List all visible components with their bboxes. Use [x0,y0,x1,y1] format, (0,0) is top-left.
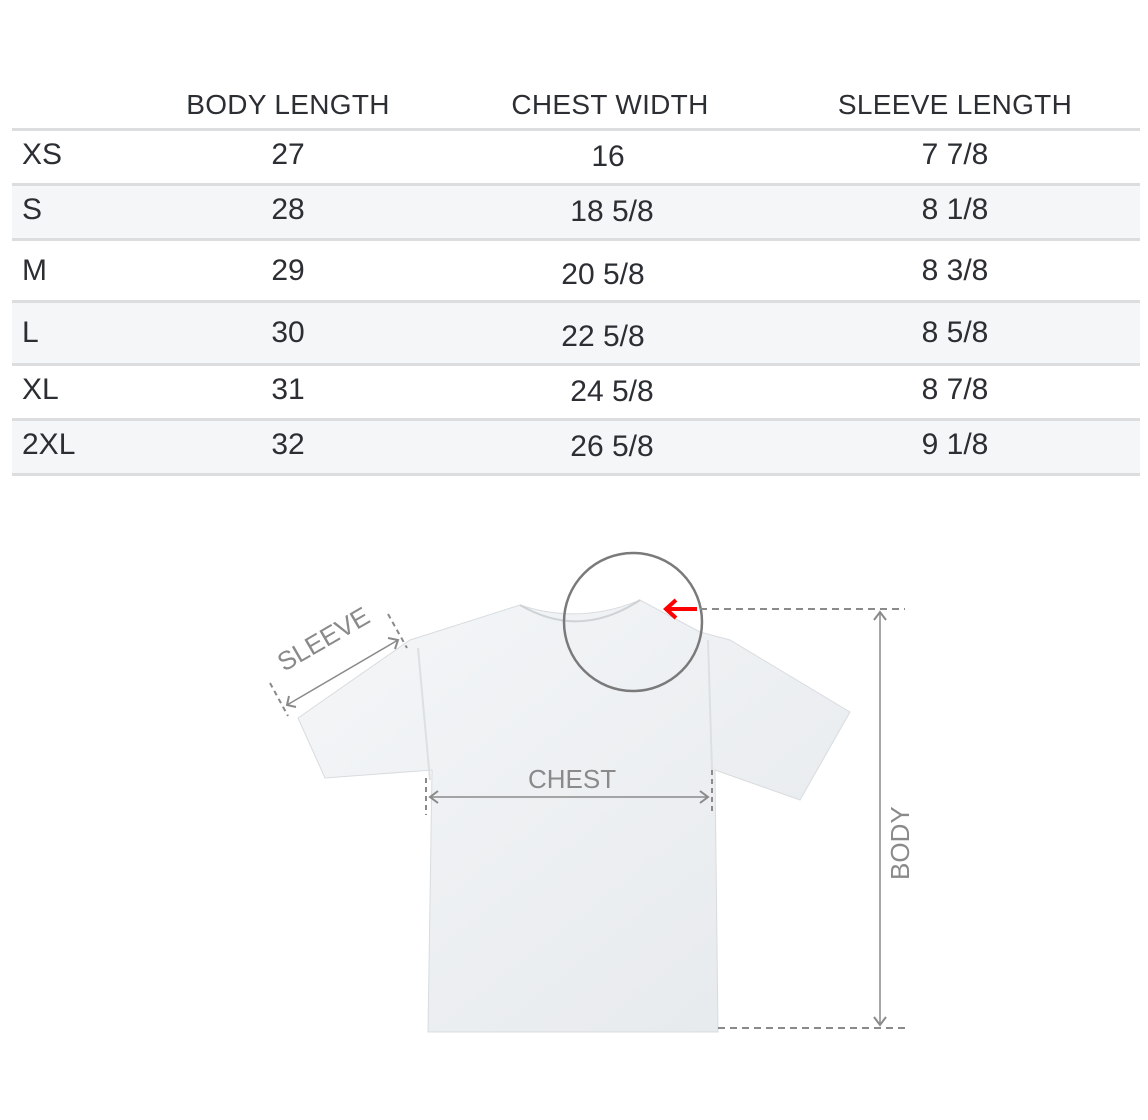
table-row: M 29 20 5/8 8 3/8 [12,241,1140,303]
sleeve-length-cell: 9 1/8 [921,428,989,461]
body-length-cell: 32 [271,428,305,461]
size-cell: 2XL [22,428,76,461]
chest-width-cell: 24 5/8 [570,375,654,408]
chest-width-cell: 16 [591,140,625,173]
header-body-length: BODY LENGTH [186,89,390,120]
body-length-cell: 29 [271,254,305,287]
chest-width-cell: 20 5/8 [561,258,645,291]
size-cell: XL [22,373,59,406]
table-row: XS 27 16 7 7/8 [12,131,1140,186]
size-cell: XS [22,138,63,171]
red-arrow-icon [663,598,697,620]
collar-magnifier-circle [562,551,704,693]
table-row: XL 31 24 5/8 8 7/8 [12,366,1140,421]
tshirt-image [297,599,851,1033]
table-row: 2XL 32 26 5/8 9 1/8 [12,421,1140,476]
body-label: BODY [885,806,915,880]
body-length-cell: 28 [271,193,305,226]
chest-label: CHEST [528,764,616,794]
size-cell: S [22,193,43,226]
sleeve-length-cell: 8 7/8 [921,373,989,406]
body-length-cell: 31 [271,373,305,406]
sleeve-length-cell: 8 5/8 [921,316,989,349]
chest-width-cell: 18 5/8 [570,195,654,228]
sleeve-length-cell: 8 1/8 [921,193,989,226]
chest-width-cell: 26 5/8 [570,430,654,463]
body-length-cell: 30 [271,316,305,349]
sleeve-length-cell: 7 7/8 [921,138,989,171]
table-row: S 28 18 5/8 8 1/8 [12,186,1140,241]
header-chest-width: CHEST WIDTH [511,89,709,120]
sleeve-length-cell: 8 3/8 [921,254,989,287]
table-header: BODY LENGTH CHEST WIDTH SLEEVE LENGTH [12,80,1140,131]
measure-lines [269,608,905,1029]
body-length-cell: 27 [271,138,305,171]
size-cell: L [22,316,39,349]
table-row: L 30 22 5/8 8 5/8 [12,303,1140,366]
size-chart-table: BODY LENGTH CHEST WIDTH SLEEVE LENGTH XS… [12,80,1140,476]
header-sleeve-length: SLEEVE LENGTH [837,89,1073,120]
size-cell: M [22,254,47,287]
sleeve-label: SLEEVE [272,601,375,678]
chest-width-cell: 22 5/8 [561,320,645,353]
